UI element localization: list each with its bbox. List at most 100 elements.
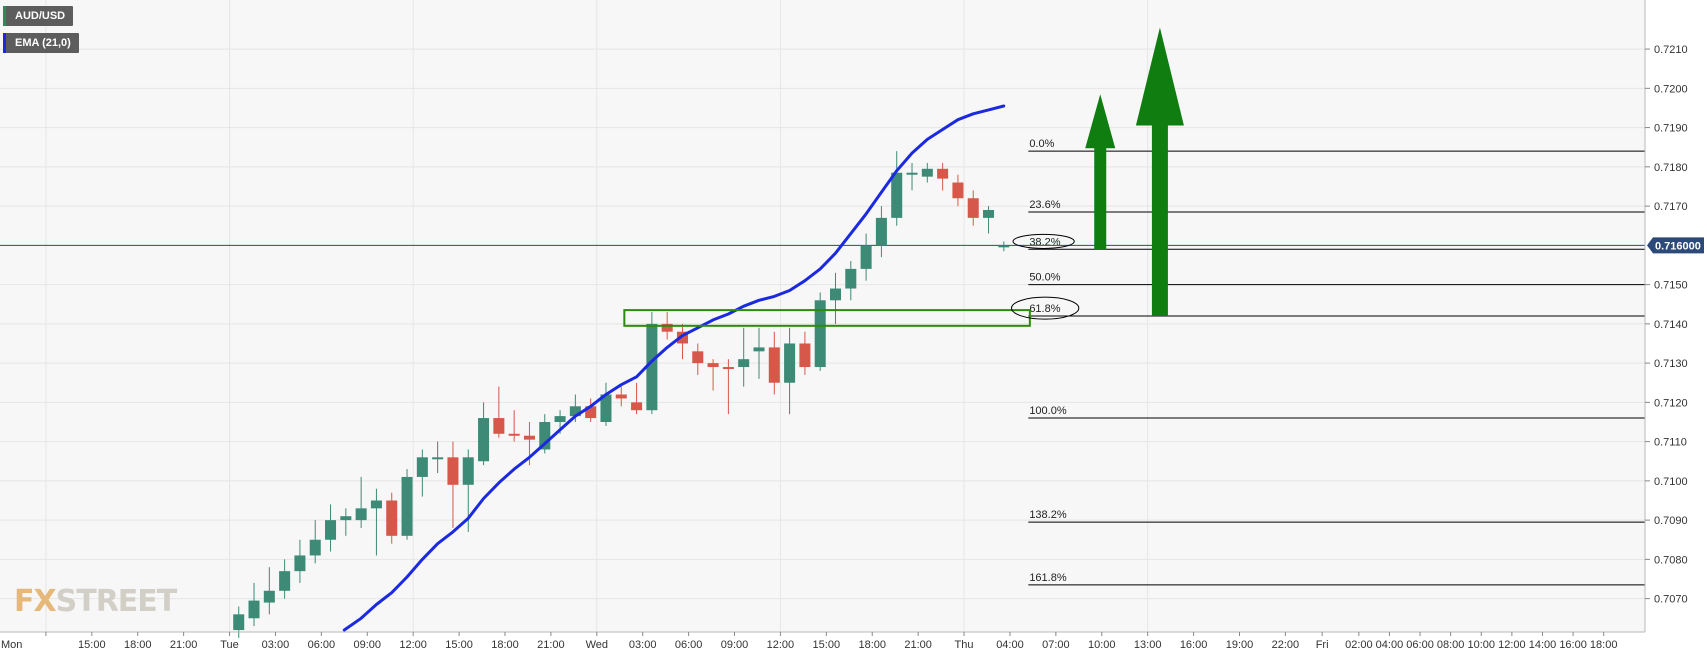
target-arrow-head [1135,27,1184,126]
target-arrow-shaft [1151,124,1168,316]
candle-body [906,172,918,175]
candle-body [248,600,260,619]
target-arrow-shaft [1094,147,1107,250]
fib-level-label: 100.0% [1029,405,1067,417]
candle-body [585,406,597,419]
fibonacci-levels: 0.0% 23.6% 38.2% 50.0% 61.8% 100.0% 138.2% 161.… [0,138,1645,586]
x-tick-label: Wed [586,639,608,651]
x-tick-label: 13:00 [1134,639,1162,651]
symbol-badge[interactable]: AUD/USD [3,6,74,26]
candle-body [615,394,627,399]
y-tick-label: 0.7180 [1654,162,1688,174]
y-tick-label: 0.7150 [1654,280,1688,292]
x-tick-label: 04:00 [1376,639,1404,651]
x-tick-label: 07:00 [1042,639,1070,651]
candle-body [462,457,474,485]
x-tick-label: 14:00 [1529,639,1557,651]
candle-body [523,435,535,440]
candle-body [263,590,275,603]
candles [233,151,1010,638]
x-tick-label: 10:00 [1467,639,1495,651]
candle-body [875,217,887,246]
y-tick-label: 0.7100 [1654,476,1688,488]
candle-body [784,343,796,383]
x-tick-label: Mon [1,639,22,651]
current-price-tag [1647,237,1704,254]
y-tick-label: 0.7110 [1654,437,1687,449]
indicator-swatch [3,33,6,53]
fib-level-ellipse [1012,233,1075,249]
candle-body [707,363,719,368]
x-tick-label: 19:00 [1226,639,1254,651]
current-price-label: 0.716000 [1655,240,1701,252]
candle-body [478,418,490,462]
y-tick-label: 0.7090 [1654,515,1688,527]
candle-body [386,500,398,536]
x-tick-label: 21:00 [170,639,198,651]
x-tick-label: 12:00 [399,639,427,651]
candle-body [600,394,612,422]
x-tick-label: Fri [1316,639,1329,651]
indicator-badge[interactable]: EMA (21,0) [3,33,79,53]
y-tick-label: 0.7070 [1654,594,1688,606]
target-arrow-head [1085,94,1116,149]
symbol-label: AUD/USD [15,10,66,22]
candle-body [921,168,933,177]
x-tick-label: 06:00 [308,639,336,651]
indicator-label: EMA (21,0) [15,37,71,49]
x-tick-label: 12:00 [1498,639,1526,651]
candle-body [799,343,811,368]
x-tick-label: 15:00 [445,639,473,651]
y-tick-label: 0.7210 [1654,44,1688,56]
x-tick-label: 21:00 [904,639,932,651]
y-tick-label: 0.7130 [1654,358,1688,370]
candle-body [294,555,306,572]
candle-body [738,359,750,368]
candle-body [340,516,352,521]
x-tick-label: 16:00 [1559,639,1587,651]
fxstreet-logo: FXSTREET [14,584,178,619]
x-tick-label: 18:00 [491,639,519,651]
logo-rest: STREET [55,584,178,619]
ema-layer [342,104,1006,632]
candle-body [401,476,413,536]
x-tick-label: 09:00 [721,639,749,651]
x-axis: Mon 15:00 18:00 21:00 Tue 03:00 06:00 09:00 12:0… [0,631,1645,651]
y-tick-label: 0.7140 [1654,319,1688,331]
symbol-swatch [3,6,6,26]
x-tick-label: 18:00 [1590,639,1618,651]
x-tick-label: 12:00 [767,639,795,651]
x-tick-label: Tue [220,639,239,651]
candle-body [539,421,551,450]
candle-body [829,288,842,301]
candle-body [845,268,857,289]
fib-level-label: 38.2% [1029,236,1060,248]
candle-body [554,416,566,422]
x-tick-label: 04:00 [996,639,1024,651]
x-tick-label: 02:00 [1345,639,1373,651]
x-tick-label: 06:00 [1406,639,1434,651]
candle-body [983,210,995,218]
candle-body [432,457,444,460]
x-tick-label: 06:00 [675,639,703,651]
candle-body [722,367,734,370]
candle-body [967,198,979,218]
candle-body [768,347,780,383]
fib-level-ellipse [1010,296,1080,320]
candle-body [998,245,1010,248]
fib-level-label: 161.8% [1029,572,1067,584]
x-tick-label: 03:00 [629,639,657,651]
candle-body [753,347,765,352]
candle-body [952,182,964,199]
x-tick-label: 21:00 [537,639,565,651]
candle-body [279,571,291,591]
candle-body [569,406,581,417]
fib-level-label: 61.8% [1029,303,1060,315]
fib-level-label: 23.6% [1029,199,1060,211]
x-tick-label: Thu [955,639,974,651]
y-tick-label: 0.7190 [1654,123,1688,135]
fib-level-label: 138.2% [1029,509,1067,521]
candle-body [631,402,643,411]
